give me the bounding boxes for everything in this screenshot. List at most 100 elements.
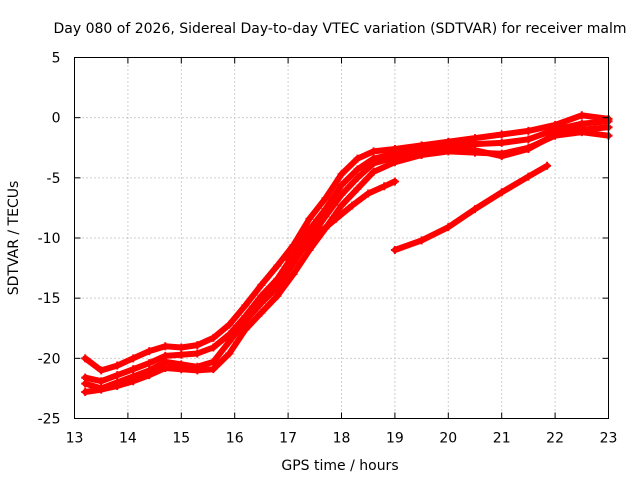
data-point: [97, 366, 106, 375]
y-tick-label: -20: [38, 351, 61, 367]
data-point: [129, 377, 138, 386]
data-point: [177, 343, 186, 352]
data-point: [444, 223, 453, 232]
series-line: [285, 178, 398, 263]
data-point: [209, 365, 218, 374]
data-point: [577, 128, 586, 137]
data-point: [353, 154, 362, 163]
data-point: [471, 148, 479, 157]
data-point: [417, 236, 426, 245]
data-point: [113, 371, 122, 380]
data-point: [332, 214, 341, 223]
data-point: [577, 111, 586, 120]
data-point: [321, 194, 330, 203]
data-point: [305, 214, 314, 223]
data-point: [353, 184, 362, 193]
data-point: [417, 150, 426, 159]
data-point: [471, 205, 479, 214]
data-point: [497, 188, 506, 197]
y-tick-label: -10: [38, 231, 61, 247]
data-point: [337, 170, 346, 179]
x-tick-label: 22: [546, 431, 564, 447]
data-point: [225, 337, 234, 346]
data-point: [257, 280, 266, 289]
x-tick-label: 16: [226, 431, 244, 447]
data-point: [380, 182, 389, 191]
data-point: [337, 181, 346, 190]
data-point: [273, 261, 282, 270]
data-point: [524, 172, 533, 181]
data-point: [524, 126, 533, 135]
data-point: [241, 301, 250, 310]
data-point: [364, 189, 373, 198]
data-point: [390, 158, 399, 167]
x-axis-label: GPS time / hours: [281, 458, 398, 474]
y-tick-label: 5: [52, 51, 61, 67]
x-tick-label: 19: [386, 431, 404, 447]
x-tick-label: 15: [172, 431, 190, 447]
data-point: [97, 385, 106, 394]
data-point: [257, 308, 266, 317]
data-point: [193, 349, 202, 358]
data-point: [209, 333, 218, 342]
data-point: [81, 388, 90, 397]
data-point: [321, 212, 330, 221]
y-tick-label: -15: [38, 291, 61, 307]
data-point: [225, 320, 234, 329]
data-point: [209, 343, 218, 352]
data-point: [524, 135, 533, 144]
data-point: [193, 366, 202, 375]
data-point: [289, 259, 298, 268]
data-point: [551, 131, 560, 140]
data-point: [113, 361, 122, 370]
ticks: 13 14 15 16 17 18 19 20 21 22 23 -25 -20 -15 -10 -5 0 5: [38, 51, 618, 447]
series-track-c: [81, 123, 613, 393]
x-tick-label: 13: [66, 431, 84, 447]
series-line: [82, 118, 612, 385]
data-point: [337, 190, 346, 199]
data-point: [193, 341, 202, 350]
data-point: [129, 365, 138, 374]
grid: [74, 57, 609, 419]
y-tick-label: -5: [47, 171, 61, 187]
data-point: [145, 347, 154, 356]
data-point: [305, 246, 314, 255]
data-point: [81, 354, 90, 363]
data-point: [353, 173, 362, 182]
data-point: [145, 371, 154, 380]
data-point: [241, 325, 250, 334]
data-point: [177, 350, 186, 359]
data-point: [129, 354, 138, 363]
data-point: [369, 167, 378, 176]
data-point: [284, 255, 293, 264]
data-points: [81, 111, 613, 397]
data-point: [300, 243, 309, 252]
chart-title: Day 080 of 2026, Sidereal Day-to-day VTE…: [54, 21, 627, 37]
data-point: [305, 225, 314, 234]
x-tick-label: 21: [493, 431, 511, 447]
x-tick-label: 14: [119, 431, 137, 447]
y-tick-label: 0: [52, 111, 61, 127]
y-tick-label: -25: [38, 412, 61, 428]
series-line: [82, 129, 612, 395]
data-point: [316, 227, 325, 236]
data-point: [273, 291, 282, 300]
x-tick-label: 23: [600, 431, 618, 447]
data-point: [113, 382, 122, 391]
data-point: [257, 298, 266, 307]
data-point: [209, 357, 218, 366]
data-point: [177, 365, 186, 374]
data-point: [97, 377, 106, 386]
data-point: [524, 143, 533, 152]
series-track-a: [81, 111, 613, 375]
data-point: [497, 138, 506, 147]
series-track-f: [390, 161, 552, 255]
data-point: [161, 342, 170, 351]
data-point: [348, 201, 357, 210]
data-point: [497, 149, 506, 158]
data-point: [444, 147, 453, 156]
data-point: [390, 246, 399, 255]
data-point: [353, 165, 362, 174]
series-line: [391, 162, 551, 253]
